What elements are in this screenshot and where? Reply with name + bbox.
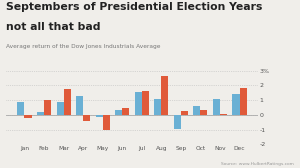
Bar [25, 115, 32, 118]
Text: Average return of the Dow Jones Industrials Average: Average return of the Dow Jones Industri… [6, 44, 160, 49]
Bar [64, 89, 70, 115]
Bar [154, 99, 161, 115]
Bar [76, 96, 83, 115]
Bar [103, 115, 110, 130]
Bar [194, 106, 200, 115]
Bar [181, 111, 188, 115]
Bar [37, 112, 44, 115]
Bar [56, 102, 64, 115]
Bar [44, 100, 51, 115]
Bar [213, 99, 220, 115]
Bar [161, 76, 168, 115]
Bar [232, 94, 239, 115]
Text: Septembers of Presidential Election Years: Septembers of Presidential Election Year… [6, 2, 262, 12]
Bar [115, 111, 122, 115]
Bar [142, 91, 149, 115]
Bar [96, 115, 103, 117]
Text: Source: www.HulbertRatings.com: Source: www.HulbertRatings.com [221, 162, 294, 166]
Bar [83, 115, 90, 121]
Bar [17, 102, 25, 115]
Bar [239, 88, 247, 115]
Bar [135, 92, 142, 115]
Text: not all that bad: not all that bad [6, 22, 100, 32]
Bar [174, 115, 181, 129]
Bar [200, 110, 208, 115]
Bar [122, 108, 129, 115]
Bar [220, 114, 227, 115]
